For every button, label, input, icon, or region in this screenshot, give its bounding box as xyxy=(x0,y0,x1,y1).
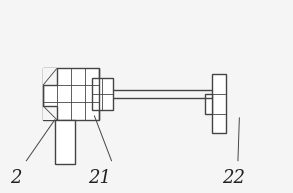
Text: 21: 21 xyxy=(88,169,112,187)
Bar xyxy=(205,94,212,114)
Text: 22: 22 xyxy=(222,169,245,187)
Bar xyxy=(212,74,226,134)
Bar xyxy=(55,120,75,164)
Bar xyxy=(43,68,99,120)
Text: 2: 2 xyxy=(10,169,22,187)
Bar xyxy=(43,68,57,85)
Bar xyxy=(43,106,57,120)
Bar xyxy=(91,78,113,110)
